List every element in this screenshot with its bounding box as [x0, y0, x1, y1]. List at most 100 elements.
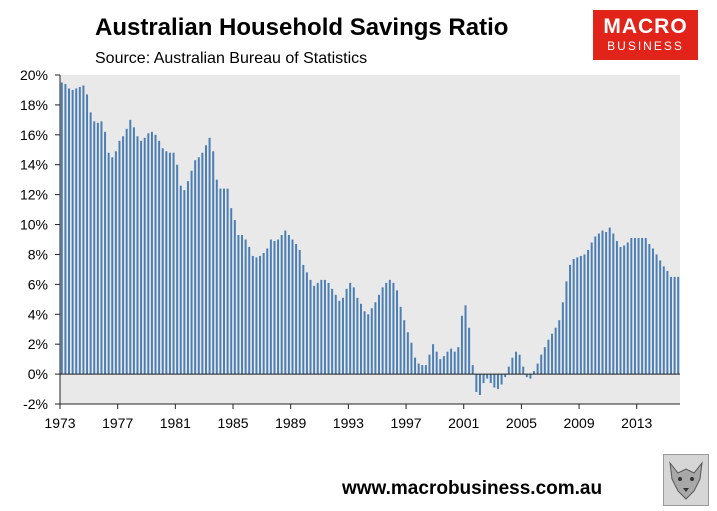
bar: [259, 255, 262, 375]
bar: [590, 242, 593, 375]
bar: [525, 374, 528, 378]
bar: [60, 82, 63, 375]
savings-ratio-chart: -2% 0% 2% 4% 6% 8% 10% 12% 14% 16% 18% 20% 1973 1977…: [20, 67, 680, 431]
bar: [338, 300, 341, 375]
bar: [323, 279, 326, 375]
bar: [132, 127, 135, 375]
bar: [615, 241, 618, 375]
bar: [114, 151, 117, 375]
bar: [241, 235, 244, 375]
bar: [96, 122, 99, 375]
bar: [677, 276, 680, 375]
bar: [597, 233, 600, 375]
bar: [518, 354, 521, 375]
y-tick-label: 10%: [20, 217, 48, 233]
bar: [410, 342, 413, 375]
bar: [428, 354, 431, 375]
bar: [255, 257, 258, 375]
bar: [576, 257, 579, 375]
bar: [651, 248, 654, 375]
bar: [309, 279, 312, 375]
bar: [287, 235, 290, 375]
bar: [190, 170, 193, 375]
bar: [291, 239, 294, 375]
x-tick-label: 1989: [275, 415, 306, 431]
bar: [511, 357, 514, 375]
bar: [464, 305, 467, 375]
bar: [641, 238, 644, 375]
bar: [78, 86, 81, 375]
bar: [334, 294, 337, 375]
x-tick-label: 2001: [448, 415, 479, 431]
bar: [158, 140, 161, 375]
bar: [277, 239, 280, 375]
x-tick-label: 1977: [102, 415, 133, 431]
bar: [403, 320, 406, 375]
bar: [496, 374, 499, 390]
x-tick-label: 1981: [160, 415, 191, 431]
bar: [569, 264, 572, 375]
x-tick-label: 2005: [506, 415, 537, 431]
bar: [554, 327, 557, 375]
bar: [349, 282, 352, 375]
bar: [136, 136, 139, 375]
bar: [107, 152, 110, 375]
bar: [331, 288, 334, 375]
bar: [644, 238, 647, 375]
y-tick-label: 4%: [28, 306, 48, 322]
bar: [446, 351, 449, 375]
bar: [305, 272, 308, 375]
bar: [489, 374, 492, 384]
bar: [421, 365, 424, 375]
bar: [176, 164, 179, 375]
bar: [233, 220, 236, 375]
bar: [237, 235, 240, 375]
bar: [558, 320, 561, 375]
bar: [414, 357, 417, 375]
bar: [104, 131, 107, 375]
bar: [284, 230, 287, 375]
y-tick-label: 18%: [20, 97, 48, 113]
bar: [399, 306, 402, 375]
x-tick-label: 1973: [44, 415, 75, 431]
bar: [302, 264, 305, 375]
bar: [536, 363, 539, 375]
bar: [612, 233, 615, 375]
bar: [122, 136, 125, 375]
bar: [186, 181, 189, 375]
bar: [406, 332, 409, 375]
bar: [388, 279, 391, 375]
chart-subtitle: Source: Australian Bureau of Statistics: [95, 50, 368, 67]
bar: [93, 121, 96, 375]
bar: [468, 327, 471, 375]
bar: [370, 308, 373, 375]
bar: [551, 333, 554, 375]
bar: [623, 245, 626, 375]
bar: [360, 303, 362, 375]
bar: [201, 152, 204, 375]
bar: [147, 133, 150, 375]
bar: [417, 363, 420, 375]
bars-group: [60, 82, 680, 396]
bar: [457, 347, 460, 375]
bar: [648, 243, 651, 375]
bar: [244, 239, 247, 375]
bar: [435, 351, 438, 375]
bar: [507, 366, 510, 375]
x-axis: 1973 1977 1981 1985 1989 1993 1997 2001 2005 2009…: [44, 403, 680, 431]
logo-line-1: MACRO: [603, 15, 688, 38]
bar: [475, 374, 478, 393]
bar: [504, 374, 507, 378]
bar: [345, 288, 348, 375]
bar: [478, 374, 481, 396]
bar: [601, 230, 604, 375]
bar: [205, 145, 207, 375]
y-tick-label: 0%: [28, 366, 48, 382]
bar: [316, 282, 319, 375]
x-tick-label: 2009: [563, 415, 594, 431]
bar: [295, 243, 298, 375]
bar: [89, 112, 92, 375]
bar: [129, 119, 132, 375]
bar: [269, 239, 272, 375]
y-tick-label: 12%: [20, 187, 48, 203]
